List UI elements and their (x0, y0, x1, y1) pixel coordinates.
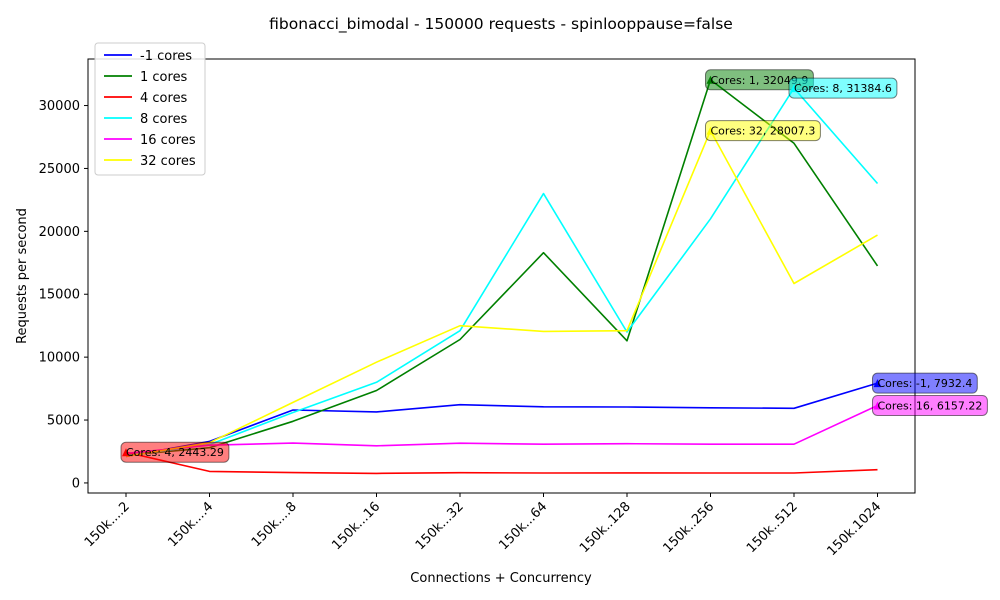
y-axis-label: Requests per second (15, 208, 30, 344)
series-line-1 (125, 79, 879, 457)
annotation-box (705, 120, 821, 142)
annotation-label: Cores: 8, 31384.6 (794, 82, 892, 95)
annotation-box (788, 77, 898, 99)
series-line-0 (125, 382, 878, 458)
annotation: Cores: 32, 28007.3 (705, 120, 821, 142)
plot-frame (87, 58, 916, 494)
annotation-box (872, 372, 978, 394)
annotation: Cores: 16, 6157.22 (872, 394, 988, 416)
legend-item: 8 cores (104, 112, 188, 127)
legend: -1 cores 1 cores 4 cores 8 cores 16 cores 32 … (94, 42, 206, 176)
legend-item: 32 cores (104, 154, 196, 169)
series-line-4 (125, 404, 878, 455)
legend-label: 1 cores (140, 70, 188, 85)
legend-item: 4 cores (104, 91, 188, 106)
annotation-box (872, 394, 988, 416)
annotation-box (120, 441, 230, 463)
plot-series (125, 79, 879, 475)
annotation: Cores: 4, 2443.29 (120, 441, 230, 463)
y-tick-label: 5000 (47, 414, 80, 429)
legend-label: 4 cores (140, 91, 188, 106)
legend-item: 16 cores (104, 133, 196, 148)
x-axis-label: Connections + Concurrency (410, 571, 592, 586)
legend-label: 16 cores (140, 133, 196, 148)
y-tick-label: 10000 (39, 351, 80, 366)
legend-label: 32 cores (140, 154, 196, 169)
annotation-label: Cores: 4, 2443.29 (126, 446, 224, 459)
annotation-label: Cores: 16, 6157.22 (878, 399, 983, 412)
legend-label: -1 cores (140, 49, 192, 64)
annotation: Cores: 8, 31384.6 (788, 77, 898, 99)
series-line-5 (125, 129, 878, 458)
y-tick-label: 20000 (39, 225, 80, 240)
legend-item: -1 cores (104, 49, 192, 64)
y-tick-label: 25000 (39, 162, 80, 177)
y-tick-label: 0 (72, 476, 80, 491)
annotation-label: Cores: 32, 28007.3 (711, 125, 816, 138)
annotation: Cores: -1, 7932.4 (872, 372, 978, 394)
y-tick-label: 30000 (39, 99, 80, 114)
y-axis: 0 5000 10000 15000 20000 25000 30000 (39, 99, 88, 491)
annotation-label: Cores: 1, 32049.9 (711, 74, 809, 87)
series-line-2 (125, 451, 878, 475)
y-tick-label: 15000 (39, 288, 80, 303)
legend-label: 8 cores (140, 112, 188, 127)
chart-title: fibonacci_bimodal - 150000 requests - sp… (269, 15, 733, 34)
legend-item: 1 cores (104, 70, 188, 85)
annotation: Cores: 1, 32049.9 (705, 69, 814, 91)
annotation-label: Cores: -1, 7932.4 (878, 377, 973, 390)
series-line-3 (125, 87, 879, 457)
